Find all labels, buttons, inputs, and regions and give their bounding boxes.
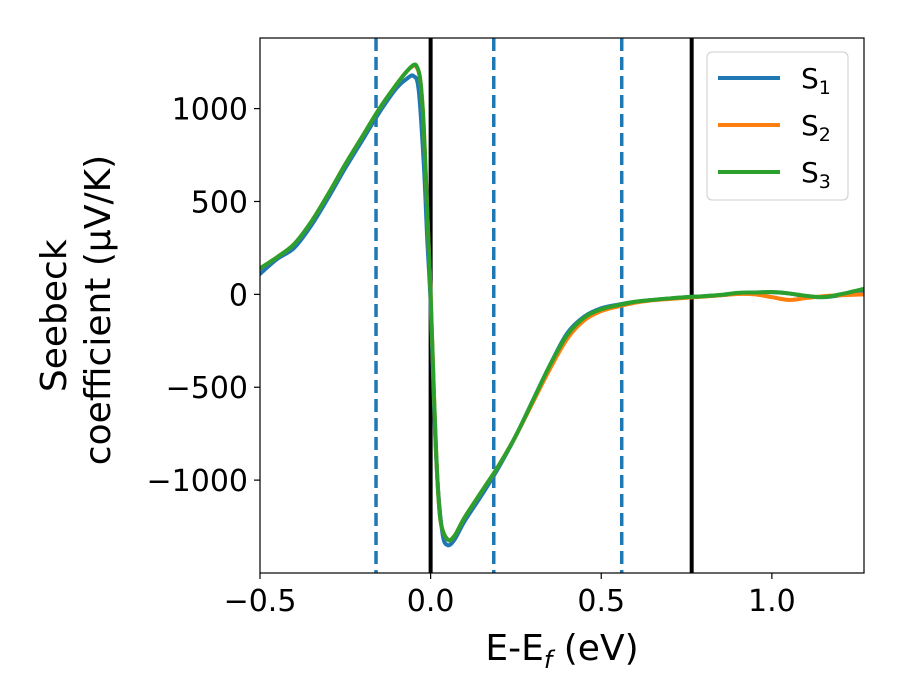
- plot-frame: [259, 37, 865, 574]
- y-tick-label: 1000: [172, 93, 248, 128]
- series-line-s3: [260, 62, 864, 543]
- y-axis-label-line2: coefficient (μV/K): [78, 155, 119, 465]
- y-axis-ticks: 1000 500 0 −500 −1000: [147, 93, 260, 499]
- y-axis-label-line1: Seebeck: [34, 239, 75, 392]
- x-axis-ticks: −0.5 0.0 0.5 1.0: [224, 573, 796, 619]
- y-tick-label: −1000: [147, 464, 248, 499]
- x-tick-label: −0.5: [224, 584, 297, 619]
- x-axis-label: E-Ef (eV): [485, 628, 638, 674]
- legend: S1 S2 S3: [706, 51, 849, 201]
- y-axis-label: Seebeck coefficient (μV/K): [34, 155, 119, 465]
- x-tick-label: 0.5: [577, 584, 625, 619]
- y-tick-label: −500: [166, 371, 248, 406]
- legend-label-s1: S1: [801, 62, 831, 99]
- series-lines: [260, 62, 864, 548]
- legend-label-s2: S2: [801, 109, 831, 146]
- y-tick-label: 0: [229, 278, 248, 313]
- legend-label-s3: S3: [801, 156, 831, 193]
- x-tick-label: 1.0: [748, 584, 796, 619]
- y-tick-label: 500: [191, 185, 248, 220]
- x-tick-label: 0.0: [407, 584, 455, 619]
